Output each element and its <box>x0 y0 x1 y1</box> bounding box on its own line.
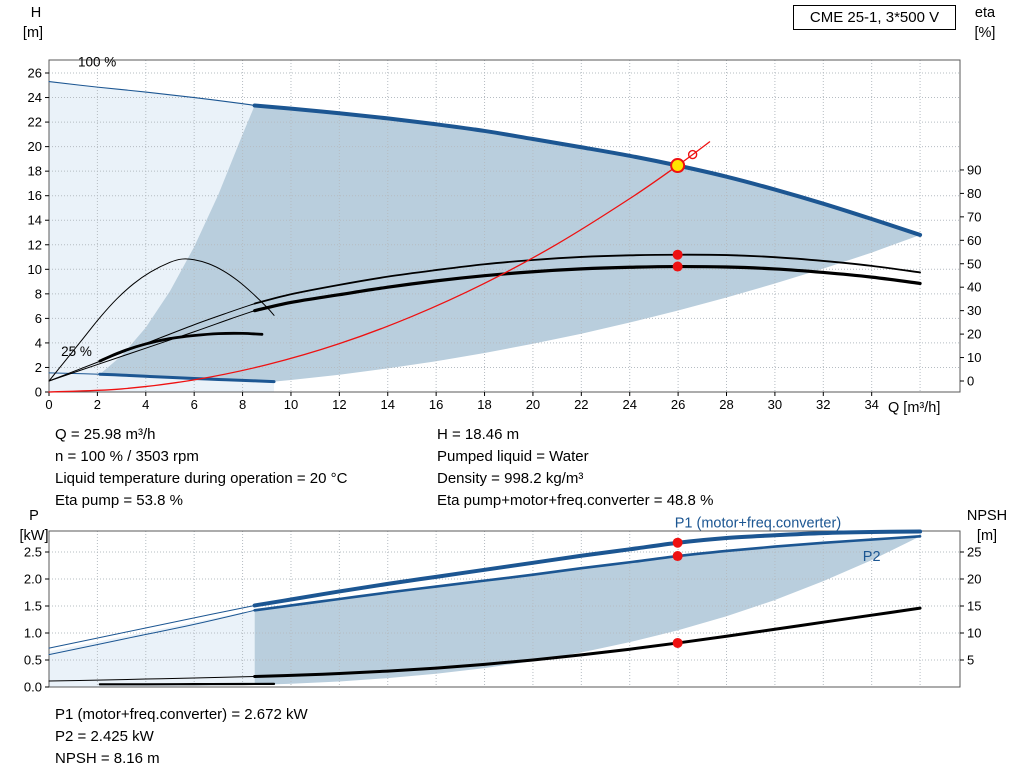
q-axis-label: Q [m³/h] <box>888 400 941 416</box>
svg-text:2.0: 2.0 <box>24 572 42 587</box>
svg-text:14: 14 <box>381 397 395 412</box>
eta-axis-unit: [%] <box>974 25 996 41</box>
svg-text:10: 10 <box>284 397 298 412</box>
svg-text:0: 0 <box>967 374 974 389</box>
svg-text:4: 4 <box>142 397 149 412</box>
info-line-temp: Liquid temperature during operation = 20… <box>55 470 348 487</box>
svg-text:10: 10 <box>967 626 981 641</box>
svg-text:60: 60 <box>967 233 981 248</box>
svg-text:12: 12 <box>332 397 346 412</box>
svg-text:0.0: 0.0 <box>24 680 42 695</box>
power-chart-svg: 0.0 0.5 1.0 1.5 2.0 2.5 5 10 15 20 25 P1 (motor+fre… <box>24 516 982 695</box>
npsh-axis-unit: [m] <box>976 528 998 544</box>
svg-text:P1 (motor+freq.converter): P1 (motor+freq.converter) <box>675 516 841 532</box>
info-line-liquid: Pumped liquid = Water <box>437 448 589 465</box>
svg-text:26: 26 <box>28 66 42 81</box>
svg-text:30: 30 <box>768 397 782 412</box>
svg-text:80: 80 <box>967 186 981 201</box>
svg-text:24: 24 <box>28 90 42 105</box>
svg-text:20: 20 <box>526 397 540 412</box>
svg-text:20: 20 <box>28 139 42 154</box>
svg-text:0: 0 <box>45 397 52 412</box>
svg-text:1.0: 1.0 <box>24 626 42 641</box>
svg-text:1.5: 1.5 <box>24 599 42 614</box>
eta-axis-label: eta <box>974 5 996 21</box>
svg-text:0: 0 <box>35 385 42 400</box>
svg-text:P2: P2 <box>863 549 881 565</box>
svg-text:6: 6 <box>191 397 198 412</box>
svg-text:50: 50 <box>967 256 981 271</box>
svg-text:28: 28 <box>719 397 733 412</box>
info-line-density: Density = 998.2 kg/m³ <box>437 470 584 487</box>
svg-text:2.5: 2.5 <box>24 545 42 560</box>
svg-text:20: 20 <box>967 572 981 587</box>
svg-text:0.5: 0.5 <box>24 653 42 668</box>
svg-text:10: 10 <box>967 350 981 365</box>
npsh-axis-label: NPSH <box>966 508 1008 524</box>
pump-title-box: CME 25-1, 3*500 V <box>793 5 956 30</box>
svg-text:2: 2 <box>94 397 101 412</box>
info-line-h: H = 18.46 m <box>437 426 520 443</box>
svg-text:30: 30 <box>967 303 981 318</box>
h-axis-label: H <box>30 5 42 21</box>
h-axis-unit: [m] <box>22 25 44 41</box>
hq-chart-svg: 0 2 4 6 8 10 12 14 16 18 20 22 24 26 28 30 32 34024681012… <box>28 54 982 412</box>
info-line-n: n = 100 % / 3503 rpm <box>55 448 199 465</box>
info-line-p2: P2 = 2.425 kW <box>55 728 154 745</box>
svg-text:18: 18 <box>28 164 42 179</box>
duty-info-left: Q = 25.98 m³/h n = 100 % / 3503 rpm Liqu… <box>55 424 347 512</box>
svg-text:10: 10 <box>28 262 42 277</box>
svg-text:40: 40 <box>967 280 981 295</box>
svg-text:15: 15 <box>967 599 981 614</box>
svg-text:5: 5 <box>967 653 974 668</box>
svg-text:32: 32 <box>816 397 830 412</box>
duty-info-right: H = 18.46 m Pumped liquid = Water Densit… <box>437 424 713 512</box>
svg-text:8: 8 <box>35 286 42 301</box>
info-line-p1: P1 (motor+freq.converter) = 2.672 kW <box>55 706 308 723</box>
svg-text:25: 25 <box>967 545 981 560</box>
p-axis-label: P <box>29 508 39 524</box>
svg-text:18: 18 <box>477 397 491 412</box>
svg-text:4: 4 <box>35 335 42 350</box>
svg-text:8: 8 <box>239 397 246 412</box>
svg-text:90: 90 <box>967 162 981 177</box>
p-axis-unit: [kW] <box>19 528 49 544</box>
svg-text:25 %: 25 % <box>61 344 92 359</box>
info-line-etatotal: Eta pump+motor+freq.converter = 48.8 % <box>437 492 714 509</box>
svg-text:100 %: 100 % <box>78 54 116 69</box>
svg-text:16: 16 <box>429 397 443 412</box>
svg-text:20: 20 <box>967 327 981 342</box>
power-info: P1 (motor+freq.converter) = 2.672 kW P2 … <box>55 704 308 770</box>
svg-text:14: 14 <box>28 213 42 228</box>
svg-text:22: 22 <box>28 115 42 130</box>
svg-text:12: 12 <box>28 237 42 252</box>
svg-text:70: 70 <box>967 209 981 224</box>
svg-text:16: 16 <box>28 188 42 203</box>
info-line-q: Q = 25.98 m³/h <box>55 426 156 443</box>
svg-text:34: 34 <box>864 397 878 412</box>
info-line-npsh: NPSH = 8.16 m <box>55 750 160 767</box>
svg-text:26: 26 <box>671 397 685 412</box>
svg-text:2: 2 <box>35 360 42 375</box>
info-line-etapump: Eta pump = 53.8 % <box>55 492 183 509</box>
svg-text:24: 24 <box>622 397 636 412</box>
svg-text:22: 22 <box>574 397 588 412</box>
svg-text:6: 6 <box>35 311 42 326</box>
